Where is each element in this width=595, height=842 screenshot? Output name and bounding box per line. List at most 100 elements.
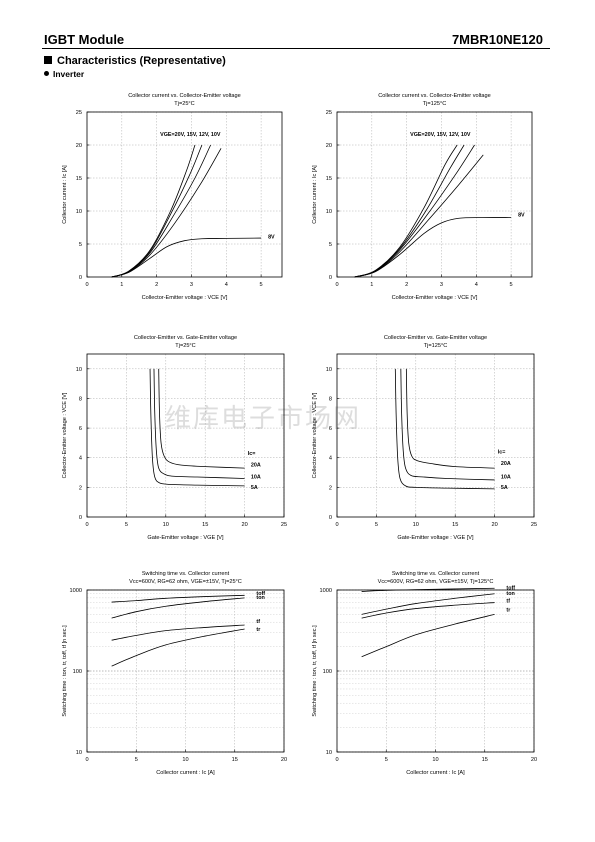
section-title: Characteristics (Representative) [57, 55, 226, 67]
curve-label: ton [256, 595, 264, 601]
x-tick-label: 5 [260, 282, 263, 288]
series-line-20a [405, 368, 495, 469]
y-tick-label: 4 [79, 456, 82, 462]
chart-title: Switching time vs. Collector current [392, 571, 480, 577]
chart-title: Collector-Emitter vs. Gate-Emitter volta… [384, 335, 487, 341]
chart-title: Collector current vs. Collector-Emitter … [378, 93, 491, 99]
y-tick-label: 2 [329, 485, 332, 491]
x-tick-label: 0 [335, 522, 338, 528]
round-bullet-icon [44, 71, 49, 76]
series-line-tf [361, 602, 495, 619]
y-axis-label: Collector-Emitter voltage : VCE [V] [62, 392, 68, 478]
x-tick-label: 20 [281, 757, 287, 763]
x-axis-label: Collector current : Ic [A] [406, 770, 465, 776]
y-tick-label: 6 [79, 426, 82, 432]
y-tick-label: 10 [326, 209, 332, 215]
chart-subtitle: Tj=125°C [424, 343, 448, 349]
chart-subtitle: Vcc=600V, RG=62 ohm, VGE=±15V, Tj=125°C [378, 579, 494, 585]
y-tick-label: 10 [326, 750, 332, 756]
series-line-5a [394, 368, 495, 490]
document-title: IGBT Module [44, 32, 125, 47]
x-tick-label: 15 [202, 522, 208, 528]
chart-subtitle: Tj=25°C [175, 343, 195, 349]
watermark: 维库电子市场网 [165, 404, 362, 434]
square-bullet-icon [44, 56, 52, 64]
y-tick-label: 8 [329, 396, 332, 402]
y-tick-label: 4 [329, 456, 332, 462]
chart-title: Switching time vs. Collector current [142, 571, 230, 577]
curve-label: Ic= [248, 451, 256, 457]
x-tick-label: 5 [510, 282, 513, 288]
curve-label: 8V [268, 235, 275, 241]
y-tick-label: 1000 [70, 588, 82, 594]
series-line-tr [111, 628, 245, 667]
y-tick-label: 100 [323, 669, 332, 675]
y-tick-label: 25 [76, 110, 82, 116]
series-line-10a [400, 368, 495, 481]
series-line-ton [111, 597, 245, 619]
curve-label: tf [256, 619, 260, 625]
y-axis-label: Collector current : Ic [A] [62, 165, 68, 224]
curve-label: VGE=20V, 15V, 12V, 10V [160, 132, 221, 138]
x-tick-label: 4 [225, 282, 228, 288]
x-axis-label: Collector-Emitter voltage : VCE [V] [142, 295, 228, 301]
chart-4: Collector-Emitter vs. Gate-Emitter volta… [312, 335, 537, 541]
x-axis-label: Gate-Emitter voltage : VGE [V] [147, 535, 224, 541]
curve-label: tf [506, 599, 510, 605]
y-tick-label: 1000 [320, 588, 332, 594]
y-tick-label: 10 [76, 750, 82, 756]
y-tick-label: 5 [329, 242, 332, 248]
x-tick-label: 5 [135, 757, 138, 763]
y-tick-label: 0 [79, 275, 82, 281]
y-tick-label: 0 [329, 275, 332, 281]
x-tick-label: 10 [413, 522, 419, 528]
curve-label: 20A [251, 463, 261, 469]
curve-label: toff [506, 585, 515, 591]
chart-3: Collector-Emitter vs. Gate-Emitter volta… [62, 335, 287, 541]
x-tick-label: 5 [385, 757, 388, 763]
chart-1: Collector current vs. Collector-Emitter … [62, 93, 283, 301]
x-tick-label: 20 [241, 522, 247, 528]
x-tick-label: 15 [452, 522, 458, 528]
y-tick-label: 15 [326, 176, 332, 182]
x-tick-label: 10 [432, 757, 438, 763]
curve-label: 10A [501, 474, 511, 480]
x-tick-label: 25 [531, 522, 537, 528]
y-tick-label: 10 [326, 367, 332, 373]
curve-label: 5A [251, 485, 258, 491]
x-axis-label: Gate-Emitter voltage : VGE [V] [397, 535, 474, 541]
series-line-10v [354, 154, 484, 278]
chart-title: Collector current vs. Collector-Emitter … [128, 93, 241, 99]
plot-frame [336, 353, 535, 518]
plot-frame [336, 111, 533, 278]
series-line-8v [111, 237, 262, 278]
curve-label: 5A [501, 485, 508, 491]
x-axis-label: Collector-Emitter voltage : VCE [V] [392, 295, 478, 301]
y-tick-label: 15 [76, 176, 82, 182]
curve-label: toff [256, 591, 265, 597]
header-rule [42, 48, 550, 49]
y-tick-label: 0 [329, 515, 332, 521]
y-axis-label: Collector-Emitter voltage : VCE [V] [312, 392, 318, 478]
y-axis-label: Switching time : ton, tr, toff, tf [n se… [62, 625, 68, 717]
series-line-10a [153, 368, 245, 479]
x-tick-label: 20 [531, 757, 537, 763]
y-axis-label: Collector current : Ic [A] [312, 165, 318, 224]
y-tick-label: 20 [76, 143, 82, 149]
curve-label: 8V [518, 212, 525, 218]
x-tick-label: 1 [120, 282, 123, 288]
y-tick-label: 6 [329, 426, 332, 432]
y-tick-label: 8 [79, 396, 82, 402]
y-tick-label: 0 [79, 515, 82, 521]
x-tick-label: 2 [155, 282, 158, 288]
curve-label: 10A [251, 474, 261, 480]
x-tick-label: 5 [125, 522, 128, 528]
x-tick-label: 0 [85, 282, 88, 288]
chart-subtitle: Vcc=600V, RG=62 ohm, VGE=±15V, Tj=25°C [129, 579, 242, 585]
x-tick-label: 4 [475, 282, 478, 288]
x-axis-label: Collector current : Ic [A] [156, 770, 215, 776]
y-tick-label: 10 [76, 209, 82, 215]
y-tick-label: 5 [79, 242, 82, 248]
x-tick-label: 0 [335, 757, 338, 763]
series-line-toff [111, 594, 245, 603]
